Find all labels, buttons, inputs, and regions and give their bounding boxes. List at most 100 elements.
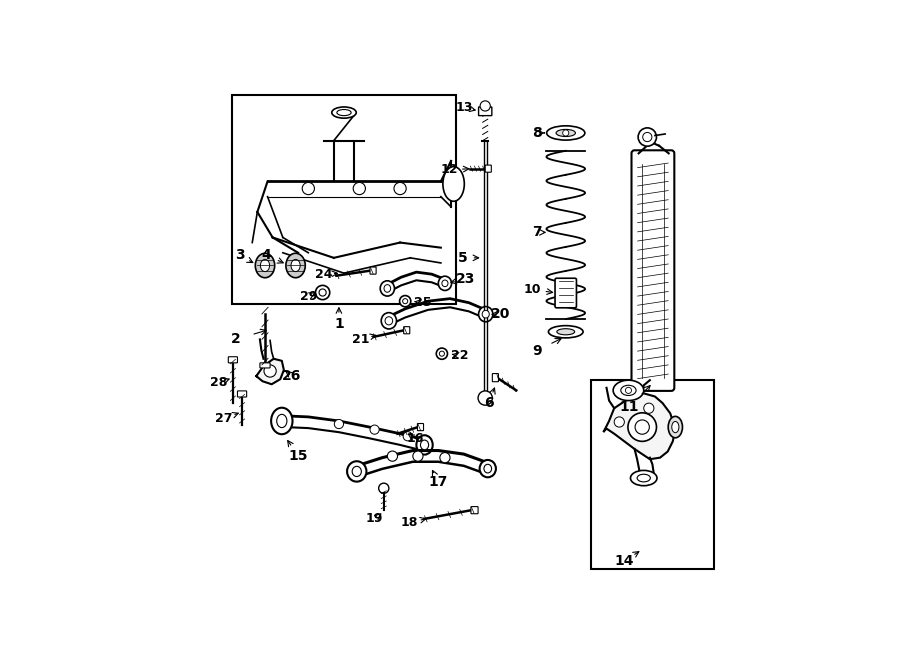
Ellipse shape [380,281,394,296]
Ellipse shape [286,254,305,278]
FancyBboxPatch shape [418,424,424,431]
Ellipse shape [556,129,575,136]
Circle shape [379,483,389,493]
Circle shape [394,183,406,195]
Ellipse shape [671,422,679,433]
Text: 22: 22 [452,350,469,362]
Text: 15: 15 [288,449,308,463]
FancyBboxPatch shape [260,363,270,368]
Circle shape [628,413,656,442]
Text: 17: 17 [428,475,448,489]
Ellipse shape [436,348,447,359]
Ellipse shape [631,471,657,486]
Circle shape [370,425,379,434]
Text: 6: 6 [484,396,493,410]
Text: 16: 16 [407,432,424,446]
Ellipse shape [291,260,301,271]
Ellipse shape [438,276,452,291]
Ellipse shape [548,326,583,338]
FancyBboxPatch shape [471,506,478,514]
FancyBboxPatch shape [238,391,247,397]
Text: 13: 13 [455,101,472,114]
Text: 1: 1 [334,317,344,331]
Text: 5: 5 [457,251,467,265]
Circle shape [302,183,314,195]
FancyBboxPatch shape [370,267,376,274]
Bar [591,380,714,569]
Text: 20: 20 [491,307,510,321]
Ellipse shape [439,351,445,356]
Text: 10: 10 [524,283,542,296]
Text: 27: 27 [215,412,233,425]
Ellipse shape [385,316,392,325]
Text: 19: 19 [366,512,383,526]
Text: 26: 26 [283,369,302,383]
Ellipse shape [480,460,496,477]
Circle shape [614,417,625,427]
Text: 21: 21 [352,333,369,346]
Ellipse shape [402,299,408,304]
Text: 3: 3 [235,248,244,262]
Circle shape [626,387,632,393]
Circle shape [353,183,365,195]
Ellipse shape [443,167,464,201]
Ellipse shape [276,414,287,428]
Circle shape [638,128,656,146]
Text: 24: 24 [315,267,332,281]
Polygon shape [604,393,675,459]
FancyBboxPatch shape [632,150,674,391]
Polygon shape [256,359,284,384]
Ellipse shape [332,107,356,118]
Ellipse shape [382,312,397,329]
Circle shape [403,432,412,441]
Circle shape [413,451,423,461]
Circle shape [334,420,344,428]
Ellipse shape [347,461,366,482]
Circle shape [264,365,276,377]
FancyBboxPatch shape [229,357,238,363]
Ellipse shape [417,435,433,455]
Ellipse shape [557,329,575,335]
Ellipse shape [256,254,274,278]
FancyBboxPatch shape [485,165,491,172]
Ellipse shape [479,307,493,322]
FancyBboxPatch shape [479,107,491,116]
Text: 4: 4 [262,248,272,262]
Text: 2: 2 [231,332,241,346]
Circle shape [644,403,654,413]
Text: 8: 8 [532,126,542,140]
Ellipse shape [484,464,491,473]
Ellipse shape [442,280,448,287]
Ellipse shape [668,416,682,438]
Ellipse shape [613,380,644,401]
FancyBboxPatch shape [403,326,410,334]
FancyBboxPatch shape [555,278,577,308]
Bar [232,95,456,304]
Ellipse shape [316,285,329,300]
Circle shape [387,451,398,461]
Text: 11: 11 [620,400,639,414]
FancyBboxPatch shape [492,373,499,382]
Text: 28: 28 [211,376,228,389]
Circle shape [480,101,491,111]
Ellipse shape [420,440,428,449]
Circle shape [440,453,450,463]
Ellipse shape [637,474,651,482]
Ellipse shape [482,310,490,318]
Text: 9: 9 [532,344,542,357]
Ellipse shape [621,385,636,395]
Ellipse shape [337,109,351,116]
Circle shape [643,132,652,142]
Ellipse shape [319,289,326,296]
Ellipse shape [260,260,270,271]
Ellipse shape [352,466,361,477]
Circle shape [562,130,569,136]
Ellipse shape [546,126,585,140]
Text: 14: 14 [615,554,634,568]
Ellipse shape [271,408,292,434]
Text: 25: 25 [414,296,432,309]
Circle shape [478,391,492,405]
Text: 7: 7 [532,225,542,240]
Text: 29: 29 [300,289,317,303]
Text: 12: 12 [440,163,458,176]
